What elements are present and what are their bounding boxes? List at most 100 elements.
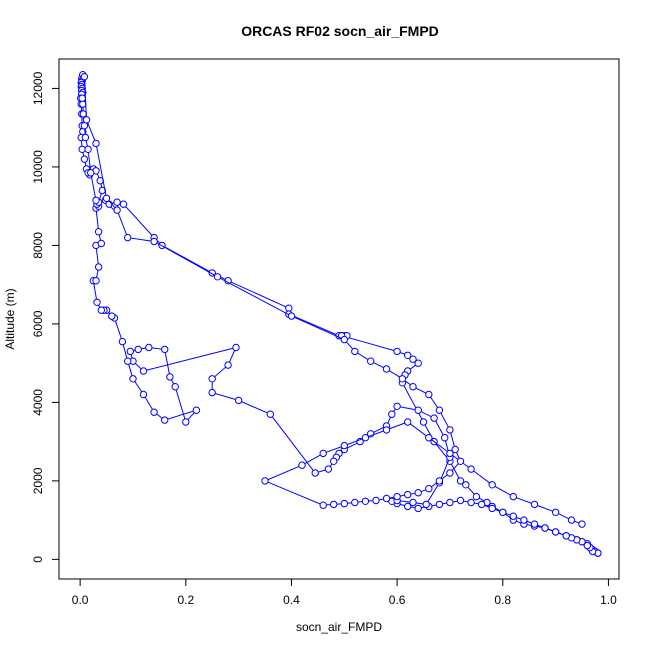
data-point (78, 94, 86, 102)
data-point (311, 469, 319, 477)
series-layer (77, 71, 602, 557)
x-tick-label: 0.2 (177, 593, 194, 607)
data-point (562, 532, 570, 540)
data-point (232, 343, 240, 352)
series-line-2 (82, 74, 583, 525)
data-point (488, 481, 496, 489)
data-point (139, 367, 148, 375)
data-point (92, 196, 100, 205)
data-point (161, 345, 169, 354)
data-point (425, 434, 433, 442)
data-point (414, 406, 422, 414)
y-axis: 0 2000 4000 6000 8000 10000 12000 (31, 71, 60, 563)
data-point (87, 169, 95, 177)
data-point (409, 355, 417, 363)
data-point (213, 273, 222, 281)
data-point (97, 239, 106, 248)
data-point (393, 492, 401, 501)
data-point (319, 449, 327, 458)
data-point (124, 357, 132, 365)
x-axis: 0.0 0.2 0.4 0.6 0.8 1.0 (72, 578, 617, 607)
data-point (351, 347, 359, 356)
y-tick-label: 12000 (31, 71, 45, 105)
data-point (134, 345, 142, 354)
data-point (446, 426, 454, 434)
chart-title: ORCAS RF02 socn_air_FMPD (241, 23, 439, 39)
data-point (119, 200, 128, 208)
data-point (266, 410, 274, 418)
x-tick-label: 0.0 (72, 593, 89, 607)
data-point (499, 508, 507, 516)
data-point (446, 469, 454, 477)
data-point (409, 498, 417, 507)
data-point (446, 498, 454, 507)
data-point (472, 492, 481, 501)
data-point (456, 496, 465, 505)
data-point (414, 504, 422, 513)
data-point (404, 502, 412, 511)
data-point (79, 110, 88, 118)
data-point (113, 206, 121, 214)
x-tick-label: 0.6 (389, 593, 406, 607)
y-tick-label: 4000 (31, 389, 45, 416)
series-line-1 (81, 98, 599, 554)
data-point (435, 406, 444, 414)
y-tick-label: 0 (31, 556, 45, 563)
data-point (414, 359, 422, 367)
data-point (404, 351, 412, 359)
data-point (129, 375, 137, 383)
data-point (102, 194, 111, 203)
data-point (208, 388, 216, 397)
data-point (435, 500, 444, 509)
data-point (145, 343, 153, 352)
series-line-0 (80, 76, 599, 554)
data-point (330, 457, 338, 465)
data-point (324, 465, 333, 473)
data-point (467, 498, 475, 507)
data-point (340, 335, 348, 344)
data-point (340, 441, 348, 450)
data-point (108, 312, 116, 320)
data-point (224, 361, 232, 369)
data-point (456, 457, 465, 465)
data-point (192, 406, 201, 414)
data-point (150, 408, 158, 416)
data-point (404, 490, 412, 499)
data-point (208, 375, 216, 383)
data-point (419, 418, 428, 426)
data-point (361, 434, 370, 442)
data-point (80, 155, 89, 163)
data-point (166, 373, 174, 381)
data-point (520, 516, 528, 524)
data-point (422, 500, 430, 509)
data-point (456, 477, 465, 485)
y-tick-label: 8000 (31, 232, 45, 259)
data-point (80, 73, 89, 81)
data-point (82, 116, 91, 124)
data-point (388, 410, 396, 418)
data-point (372, 496, 380, 505)
data-point (441, 434, 449, 442)
data-point (94, 228, 103, 236)
data-point (425, 390, 433, 399)
data-point (92, 277, 100, 285)
data-point (430, 414, 438, 422)
data-point (393, 347, 401, 356)
data-point (451, 445, 459, 454)
data-point (551, 528, 560, 536)
data-point (467, 465, 475, 473)
data-point (298, 461, 306, 469)
data-point (382, 494, 391, 503)
data-point (171, 383, 179, 391)
data-point (84, 145, 92, 154)
data-point (409, 383, 417, 391)
x-tick-label: 1.0 (600, 593, 617, 607)
x-axis-label: socn_air_FMPD (296, 620, 382, 634)
data-point (113, 198, 121, 206)
data-point (530, 520, 539, 528)
data-point (287, 312, 296, 320)
data-point (382, 365, 391, 373)
data-point (541, 524, 549, 532)
y-tick-label: 2000 (31, 467, 45, 494)
